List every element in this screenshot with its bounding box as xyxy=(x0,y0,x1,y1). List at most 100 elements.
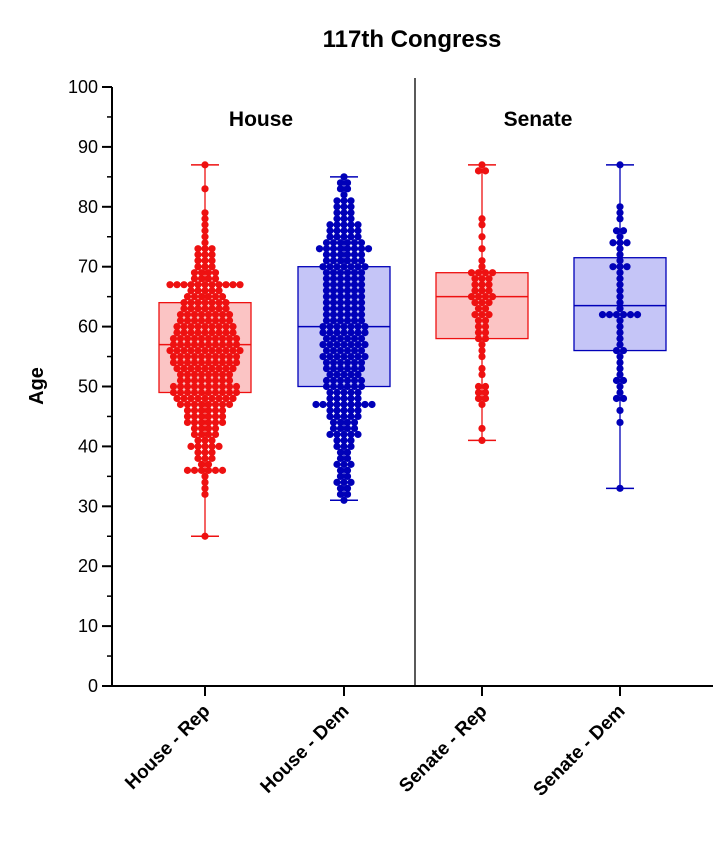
data-point xyxy=(218,317,227,325)
data-point xyxy=(183,412,192,421)
data-point xyxy=(336,179,345,187)
data-point xyxy=(190,382,199,391)
data-point xyxy=(211,382,220,391)
data-point xyxy=(218,388,227,397)
data-point xyxy=(201,251,209,259)
data-point xyxy=(481,394,490,403)
data-point xyxy=(340,203,348,211)
data-point xyxy=(322,305,331,313)
data-point xyxy=(350,364,359,373)
data-point xyxy=(616,328,624,337)
data-point xyxy=(229,323,237,331)
data-point xyxy=(326,233,334,241)
data-point xyxy=(357,364,366,373)
data-point xyxy=(204,275,213,283)
data-point xyxy=(612,346,621,355)
data-point xyxy=(211,311,220,319)
data-point xyxy=(336,418,345,427)
data-point xyxy=(350,275,359,283)
data-point xyxy=(368,400,376,409)
data-point xyxy=(197,460,206,468)
data-point xyxy=(340,173,348,181)
data-point xyxy=(190,311,199,319)
data-point xyxy=(347,394,355,403)
data-point xyxy=(340,221,348,229)
data-point xyxy=(626,311,635,319)
data-point xyxy=(471,299,479,307)
data-point xyxy=(471,281,479,289)
data-point xyxy=(329,305,338,313)
data-point xyxy=(197,466,206,474)
data-point xyxy=(343,299,352,307)
data-point xyxy=(315,245,324,253)
data-point xyxy=(329,239,338,247)
data-point xyxy=(329,364,338,373)
data-point xyxy=(485,281,493,289)
data-point xyxy=(347,221,355,229)
data-point xyxy=(478,281,486,289)
data-point xyxy=(347,227,355,235)
data-point xyxy=(340,328,348,337)
data-point xyxy=(340,227,348,235)
data-point xyxy=(197,311,206,319)
data-point xyxy=(201,454,209,462)
data-point xyxy=(204,418,213,427)
data-point xyxy=(616,382,624,391)
data-point xyxy=(183,466,192,474)
data-point xyxy=(616,418,624,427)
data-point xyxy=(336,185,345,193)
data-point xyxy=(236,281,244,289)
data-point xyxy=(180,364,188,373)
data-point xyxy=(218,382,227,391)
data-point xyxy=(225,376,234,385)
data-point xyxy=(488,293,497,301)
data-point xyxy=(357,287,366,295)
data-point xyxy=(478,233,486,241)
data-point xyxy=(204,424,213,433)
data-point xyxy=(326,406,334,415)
data-point xyxy=(201,299,209,307)
data-point xyxy=(336,334,345,343)
data-point xyxy=(478,340,486,349)
data-point xyxy=(215,323,223,331)
data-point xyxy=(336,287,345,295)
data-point xyxy=(329,287,338,295)
data-point xyxy=(218,340,227,349)
data-point xyxy=(176,388,185,397)
data-point xyxy=(616,364,624,373)
data-point xyxy=(343,293,352,301)
data-point xyxy=(197,412,206,421)
data-point xyxy=(222,305,230,313)
data-point xyxy=(333,478,341,486)
data-point xyxy=(478,364,486,373)
data-point xyxy=(183,317,192,325)
data-point xyxy=(340,370,348,379)
data-point xyxy=(180,394,188,403)
data-point xyxy=(187,287,195,295)
data-point xyxy=(343,251,352,259)
data-point xyxy=(232,334,241,343)
data-point xyxy=(173,364,181,373)
data-point xyxy=(336,293,345,301)
data-point xyxy=(474,269,483,277)
data-point xyxy=(190,334,199,343)
data-point xyxy=(218,412,227,421)
data-point xyxy=(350,305,359,313)
data-point xyxy=(208,281,216,289)
data-point xyxy=(229,346,237,355)
data-point xyxy=(319,352,327,361)
data-point xyxy=(357,382,366,391)
data-point xyxy=(474,328,483,337)
data-point xyxy=(347,328,355,337)
data-point xyxy=(329,334,338,343)
data-point xyxy=(333,352,341,361)
data-point xyxy=(169,334,178,343)
data-point xyxy=(229,394,237,403)
data-point xyxy=(208,328,216,337)
data-point xyxy=(333,442,341,450)
data-point xyxy=(176,370,185,379)
data-point xyxy=(208,394,216,403)
data-point xyxy=(190,317,199,325)
data-point xyxy=(347,323,355,331)
